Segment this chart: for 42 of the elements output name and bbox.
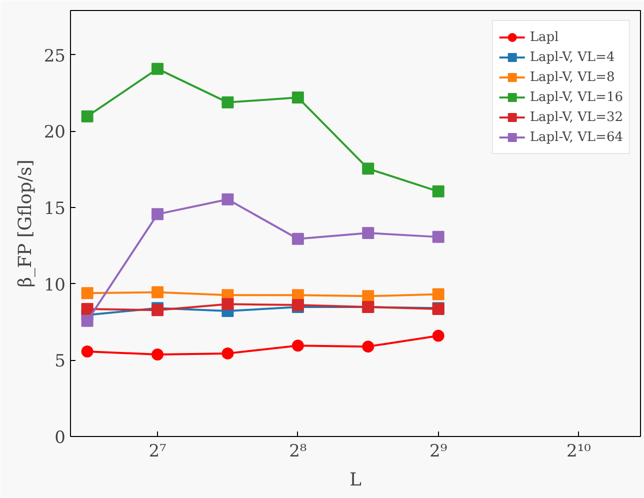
point bbox=[432, 230, 444, 243]
x-tick-label: 2¹⁰ bbox=[566, 442, 592, 462]
point bbox=[152, 208, 164, 220]
y-tick-label: 15 bbox=[44, 198, 66, 219]
legend-label: Lapl bbox=[530, 30, 559, 44]
point bbox=[222, 96, 234, 108]
legend-label: Lapl-V, VL=4 bbox=[530, 50, 615, 64]
point bbox=[81, 287, 94, 300]
point bbox=[432, 330, 444, 342]
point bbox=[292, 232, 304, 245]
point bbox=[362, 290, 374, 302]
legend-label: Lapl-V, VL=16 bbox=[530, 90, 623, 104]
legend-label: Lapl-V, VL=32 bbox=[530, 110, 623, 124]
point bbox=[432, 185, 444, 198]
x-axis-title: L bbox=[350, 470, 362, 490]
point bbox=[362, 226, 374, 239]
legend-label: Lapl-V, VL=8 bbox=[530, 70, 615, 84]
point bbox=[292, 92, 304, 104]
x-tick-label: 2⁷ bbox=[148, 442, 167, 462]
point bbox=[81, 110, 94, 122]
point bbox=[81, 314, 94, 327]
x-tick-label: 2⁸ bbox=[289, 442, 307, 462]
point bbox=[81, 303, 94, 316]
legend-label: Lapl-V, VL=64 bbox=[530, 130, 623, 144]
point bbox=[362, 162, 374, 175]
y-tick-label: 0 bbox=[54, 428, 66, 448]
point bbox=[432, 288, 444, 300]
point bbox=[152, 62, 164, 75]
point bbox=[222, 298, 234, 310]
point bbox=[152, 348, 164, 360]
point bbox=[292, 340, 304, 352]
point bbox=[81, 345, 94, 358]
y-tick-label: 5 bbox=[54, 352, 66, 372]
y-axis-title: β_FP [Gflop/s] bbox=[14, 160, 36, 288]
point bbox=[222, 347, 234, 360]
y-tick-label: 10 bbox=[44, 275, 66, 296]
point bbox=[362, 340, 374, 353]
point bbox=[152, 286, 164, 298]
x-tick-label: 2⁹ bbox=[430, 442, 448, 462]
y-tick-label: 25 bbox=[44, 46, 66, 66]
point bbox=[222, 193, 234, 206]
y-tick-label: 20 bbox=[44, 122, 66, 143]
